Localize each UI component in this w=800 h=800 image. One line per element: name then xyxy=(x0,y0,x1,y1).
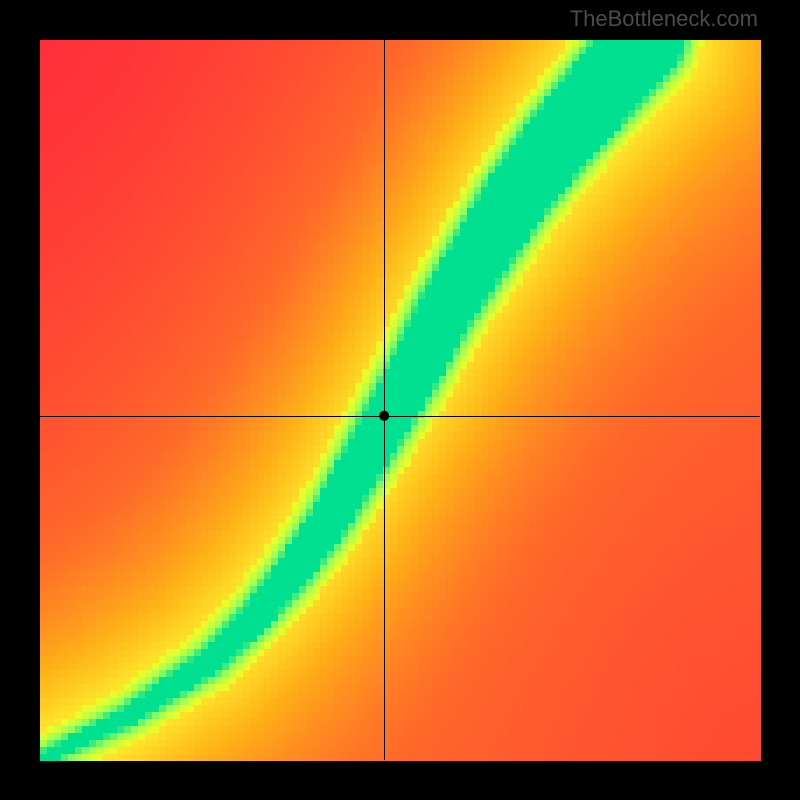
heatmap-canvas xyxy=(0,0,800,800)
watermark-text: TheBottleneck.com xyxy=(570,6,758,32)
chart-container: TheBottleneck.com xyxy=(0,0,800,800)
